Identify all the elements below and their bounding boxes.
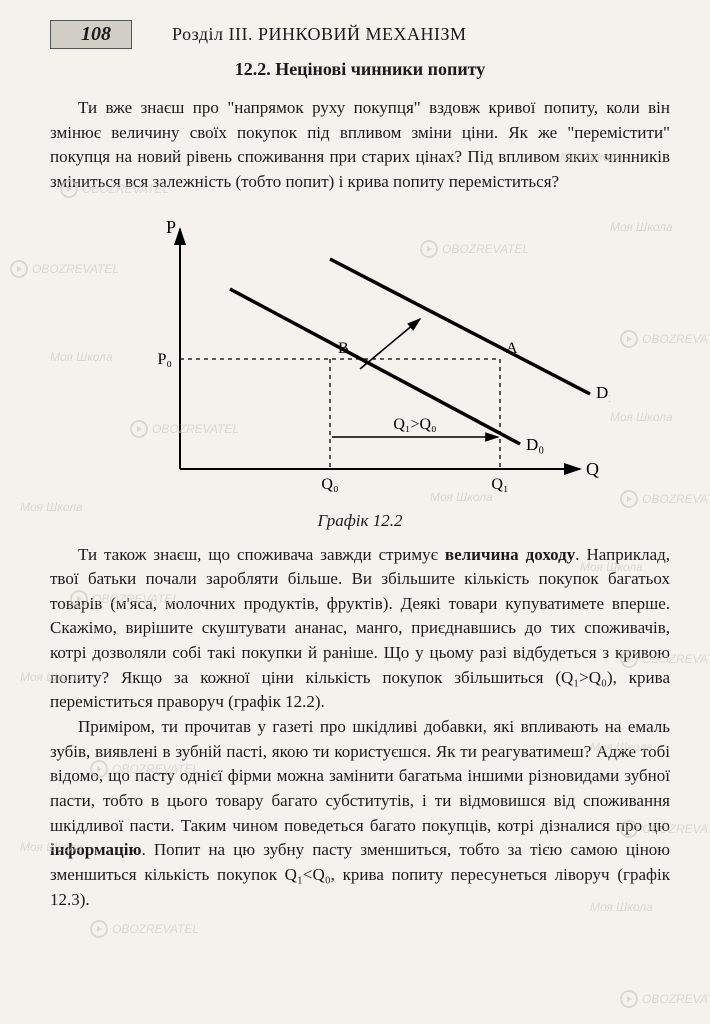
page-header: 108 Розділ III. РИНКОВИЙ МЕХАНІЗМ [50, 20, 670, 49]
watermark-icon: OBOZREVATEL [620, 990, 710, 1008]
paragraph-2: Ти також знаєш, що споживача завжди стри… [50, 543, 670, 715]
para2-part-a: Ти також знаєш, що споживача завжди стри… [78, 545, 445, 564]
page-number: 108 [50, 20, 132, 49]
para3-part-a: Приміром, ти прочитав у газеті про шкідл… [50, 717, 670, 835]
para3-bold: інформацію [50, 840, 141, 859]
svg-text:P₀: P₀ [158, 351, 172, 368]
svg-text:B: B [338, 340, 349, 357]
para3-part-b: . Попит на цю зубну пасту зменшиться, то… [50, 840, 670, 908]
svg-text:A: A [506, 340, 518, 357]
paragraph-1: Ти вже знаєш про "напрямок руху покупця"… [50, 96, 670, 195]
para2-bold: величина доходу [445, 545, 575, 564]
svg-text:D₁: D₁ [596, 383, 610, 402]
chart-caption: Графік 12.2 [110, 511, 610, 531]
demand-shift-chart: P Q D₀ D₁ P₀ Q₀ Q₁ B A Q₁>Q₀ Графік 12.2 [110, 209, 610, 531]
svg-text:Q₀: Q₀ [321, 476, 338, 493]
chart-svg: P Q D₀ D₁ P₀ Q₀ Q₁ B A Q₁>Q₀ [110, 209, 610, 509]
section-title: 12.2. Нецінові чинники попиту [50, 59, 670, 80]
svg-text:Q: Q [586, 459, 599, 479]
para2-part-b: . Наприклад, твої батьки почали зароблят… [50, 545, 670, 712]
svg-text:Q₁: Q₁ [491, 476, 508, 493]
svg-text:Q₁>Q₀: Q₁>Q₀ [393, 416, 436, 433]
paragraph-3: Приміром, ти прочитав у газеті про шкідл… [50, 715, 670, 912]
chapter-title: Розділ III. РИНКОВИЙ МЕХАНІЗМ [172, 24, 467, 45]
svg-text:P: P [166, 217, 176, 237]
svg-text:D₀: D₀ [526, 435, 544, 454]
